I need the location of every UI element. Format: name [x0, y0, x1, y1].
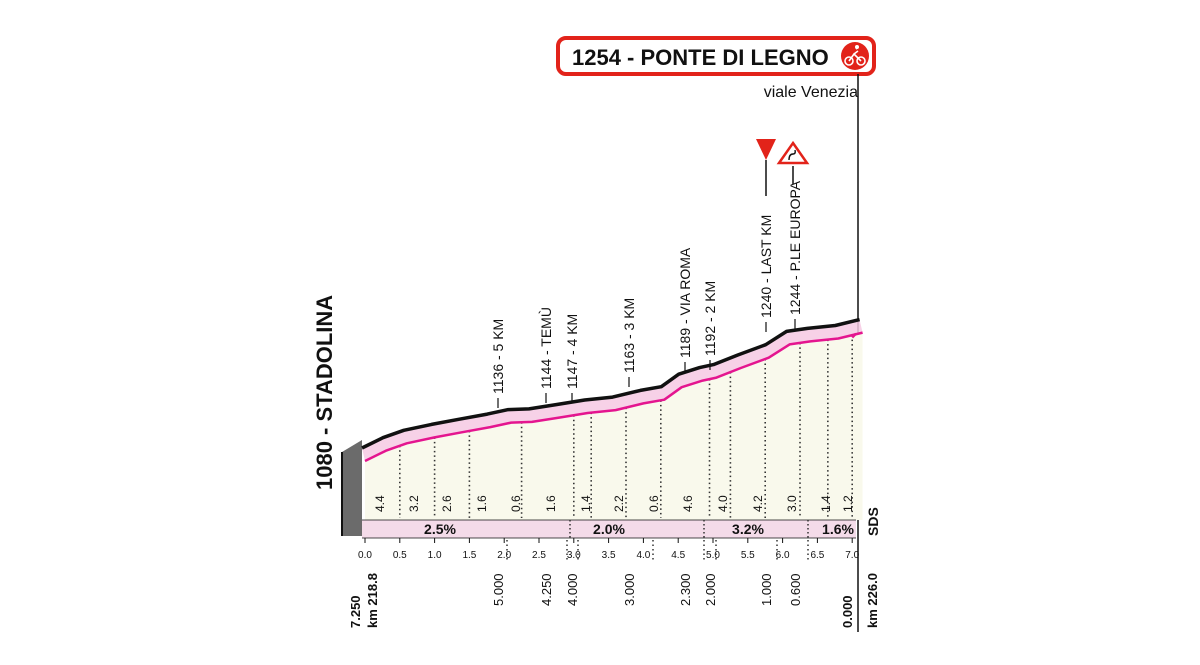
annotation-label: 1163 - 3 KM [621, 298, 637, 373]
x-tick-label: 2.0 [497, 550, 511, 561]
segment-label: 2.0% [593, 521, 625, 537]
x-tick-label: 4.5 [671, 550, 685, 561]
start-to-go: 7.250 [348, 595, 363, 628]
profile-band-fill [362, 319, 863, 461]
annotation-label: 1147 - 4 KM [564, 314, 580, 389]
km-to-go-label: 0.600 [788, 573, 803, 606]
annotation-label: 1192 - 2 KM [702, 281, 718, 356]
gradient-value: 0.6 [509, 495, 523, 512]
segment-label: 3.2% [732, 521, 764, 537]
annotation-label: 1244 - P.LE EUROPA [787, 180, 803, 315]
x-tick-label: 5.0 [706, 550, 720, 561]
pink-profile-end [851, 332, 857, 339]
gradient-band [362, 520, 856, 538]
segment-label: 2.5% [424, 521, 456, 537]
km-to-go-label: 3.000 [622, 573, 637, 606]
x-axis-ticks: 0.0 0.5 1.0 1.5 2.0 2.5 3.0 3.5 4.0 4.5 5.0 5.5 6.0 6… [358, 538, 860, 561]
x-tick-label: 3.5 [602, 550, 616, 561]
km-to-go-label: 4.250 [539, 573, 554, 606]
gradient-value: 2.2 [612, 495, 626, 512]
annotation-label: 1240 - LAST KM [758, 215, 774, 318]
annotation-label: 1136 - 5 KM [490, 319, 506, 394]
km-to-go-label: 1.000 [759, 573, 774, 606]
dotted-markers [398, 335, 854, 518]
x-tick-label: 0.5 [393, 550, 407, 561]
start-km-total: km 218.8 [365, 573, 380, 628]
km-to-go-label: 2.300 [678, 573, 693, 606]
end-km-total: km 226.0 [865, 573, 880, 628]
dangerous-curve-icon [776, 140, 810, 165]
km-to-go-label: 4.000 [565, 573, 580, 606]
x-tick-label: 5.5 [741, 550, 755, 561]
km-to-go-label: 5.000 [491, 573, 506, 606]
gradient-values: 4.4 3.2 2.6 1.6 0.6 1.6 1.4 2.2 0.6 4.6 4.0 4.2 3.0 1… [373, 495, 855, 512]
title-border [556, 36, 876, 76]
finish-cyclist-icon [841, 42, 869, 70]
gradient-value: 3.0 [785, 495, 799, 512]
gradient-value: 0.6 [647, 495, 661, 512]
gradient-value: 1.2 [841, 495, 855, 512]
x-tick-label: 7.0 [845, 550, 859, 561]
pink-profile-line [364, 331, 863, 463]
km-to-go-labels: 5.000 4.250 4.000 3.000 2.300 2.000 1.000 0.600 [491, 573, 803, 606]
gradient-value: 1.4 [819, 495, 833, 512]
x-tick-label: 1.5 [462, 550, 476, 561]
profile-fills [362, 319, 863, 520]
x-tick-label: 4.0 [636, 550, 650, 561]
x-tick-label: 2.5 [532, 550, 546, 561]
gradient-value: 1.6 [475, 495, 489, 512]
gradient-value: 4.4 [373, 495, 387, 512]
gradient-value: 1.4 [579, 495, 593, 512]
segment-label: 1.6% [822, 521, 854, 537]
profile-area-fill [365, 332, 863, 520]
annotations: 1136 - 5 KM 1144 - TEMÙ 1147 - 4 KM 1163 - … [490, 160, 803, 408]
chart-title: 1254 - PONTE DI LEGNO [572, 45, 829, 70]
last-km-triangle-icon [756, 139, 776, 160]
x-tick-label: 6.0 [776, 550, 790, 561]
gradient-value: 4.0 [716, 495, 730, 512]
x-tick-label: 1.0 [428, 550, 442, 561]
gradient-value: 1.6 [544, 495, 558, 512]
black-profile-line [361, 317, 861, 450]
sds-label: SDS [865, 507, 881, 536]
start-label: 1080 - STADOLINA [312, 295, 337, 490]
gradient-value: 4.6 [681, 495, 695, 512]
km-to-go-label: 2.000 [703, 573, 718, 606]
segment-labels: 2.5% 2.0% 3.2% 1.6% [424, 520, 855, 538]
gradient-value: 2.6 [440, 495, 454, 512]
profile-lines [361, 317, 863, 463]
x-tick-label: 6.5 [810, 550, 824, 561]
title-box: 1254 - PONTE DI LEGNO [556, 36, 876, 76]
annotation-label: 1189 - VIA ROMA [677, 247, 693, 358]
end-to-go: 0.000 [840, 595, 855, 628]
gradient-value: 3.2 [407, 495, 421, 512]
start-block [342, 440, 362, 536]
x-tick-label: 3.0 [567, 550, 581, 561]
gradient-value: 4.2 [751, 495, 765, 512]
annotation-label: 1144 - TEMÙ [538, 307, 554, 389]
chart-subtitle: viale Venezia [764, 84, 858, 101]
x-tick-label: 0.0 [358, 550, 372, 561]
